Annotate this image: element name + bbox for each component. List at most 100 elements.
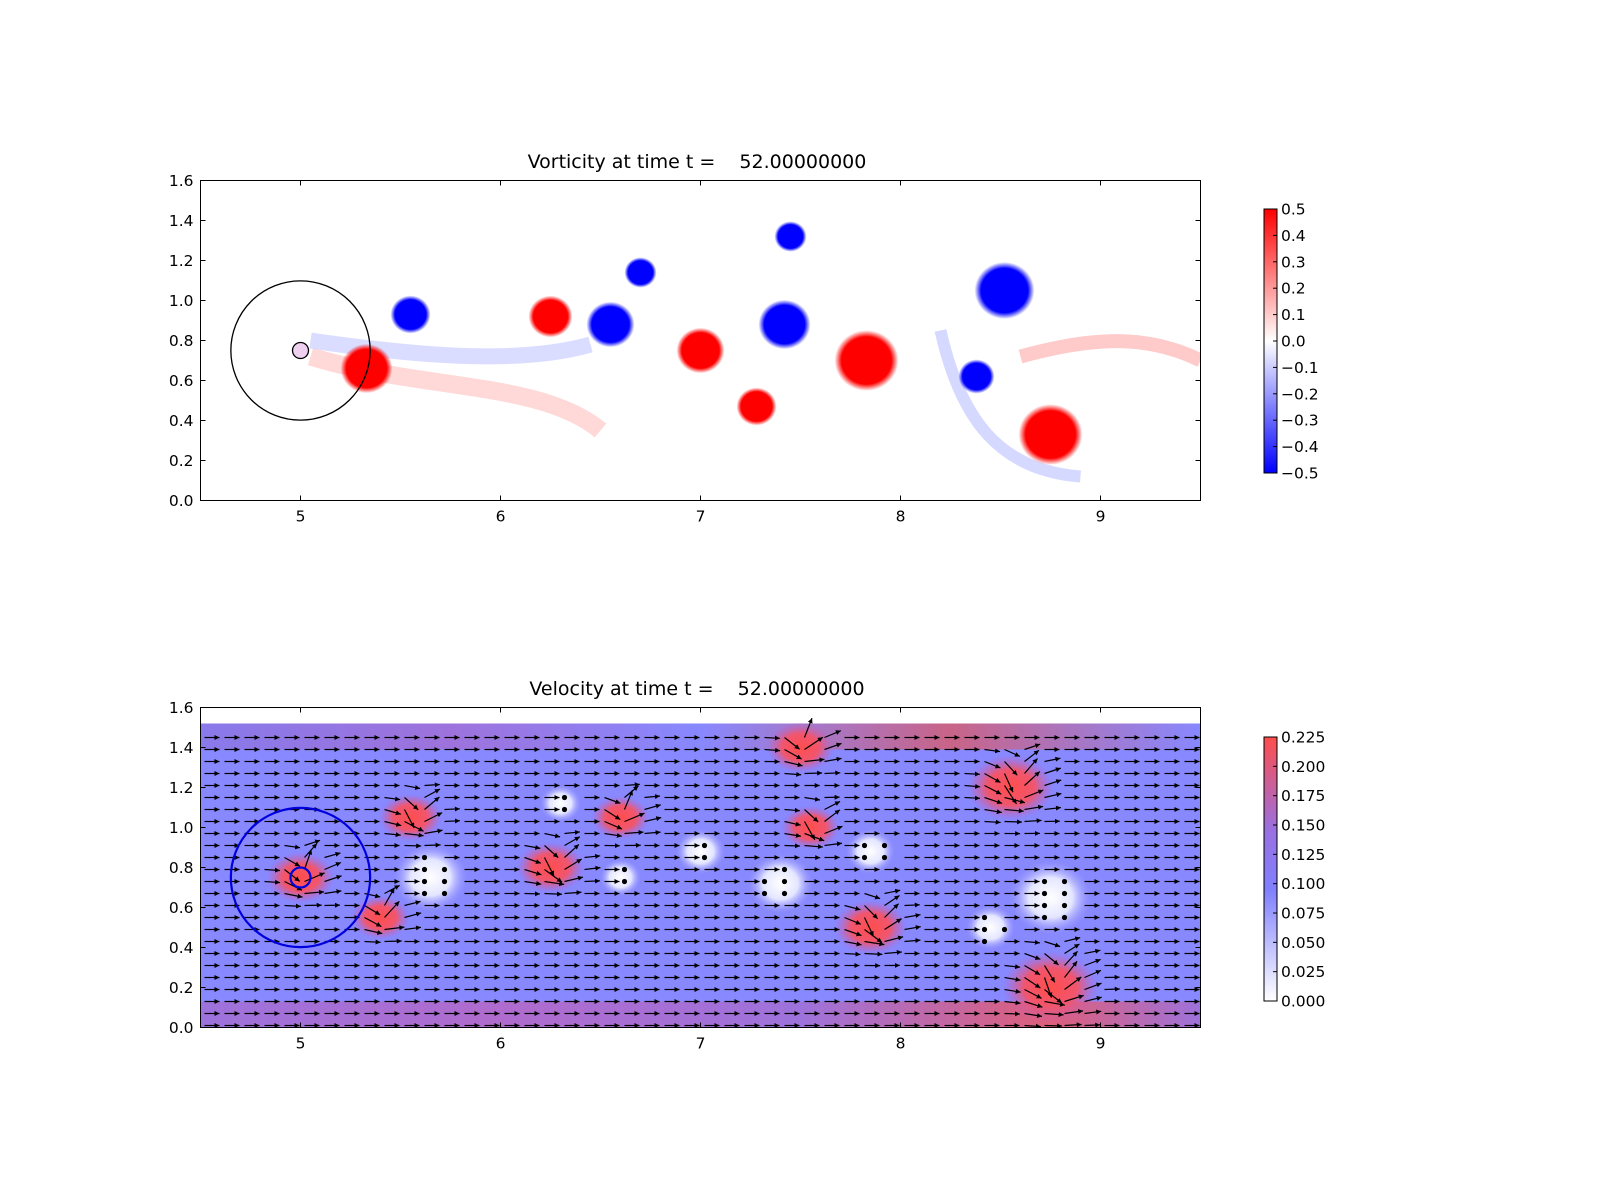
quiver-arrow	[364, 916, 382, 928]
colorbar-tick-label: 0.4	[1281, 227, 1306, 245]
quiver-dot	[1041, 878, 1048, 885]
quiver-arrow	[784, 771, 802, 777]
vortex-negative	[974, 262, 1035, 319]
quiver-arrow	[904, 938, 921, 944]
quiver-arrow	[384, 796, 401, 802]
y-tick-label: 1.2	[169, 779, 194, 797]
quiver-arrow	[1024, 804, 1044, 811]
quiver-dot	[1001, 926, 1008, 933]
quiver-arrow	[1064, 994, 1084, 1003]
quiver-arrow	[424, 782, 440, 788]
quiver-arrow	[584, 878, 601, 884]
quiver-arrow	[784, 807, 800, 813]
x-tick-label: 7	[696, 508, 706, 526]
quiver-arrow	[1024, 952, 1041, 960]
colorbar-tick-label: 0.025	[1281, 963, 1325, 981]
quiver-arrow	[984, 748, 1001, 754]
quiver-arrow	[864, 940, 885, 947]
quiver-dot	[981, 938, 988, 945]
quiver-arrow	[604, 796, 621, 804]
quiver-arrow	[1044, 1000, 1066, 1007]
quiver-arrow	[824, 809, 841, 822]
quiver-arrow	[803, 821, 816, 841]
quiver-arrow	[604, 832, 622, 838]
fast-flow-region	[591, 795, 650, 840]
cylinder	[291, 341, 310, 360]
quiver-arrow	[784, 832, 802, 838]
colorbar-tick-label: 0.150	[1281, 817, 1325, 835]
quiver-dot	[421, 890, 428, 897]
quiver-arrow	[1004, 988, 1021, 994]
fast-flow-region	[516, 842, 585, 893]
quiver-arrow	[864, 892, 881, 900]
quiver-arrow	[544, 880, 565, 887]
quiver-dot	[981, 914, 988, 921]
quiver-arrow	[624, 829, 644, 835]
quiver-arrow	[623, 789, 634, 810]
quiver-arrow	[364, 892, 381, 899]
quiver-arrow	[304, 839, 321, 847]
quiver-arrow	[544, 845, 559, 859]
quiver-arrow	[364, 928, 383, 935]
fast-flow-region	[266, 852, 335, 903]
quiver-arrow	[524, 844, 541, 850]
quiver-dot	[1061, 902, 1068, 909]
quiver-arrow	[824, 841, 843, 847]
quiver-dot	[561, 806, 568, 813]
quiver-arrow	[803, 717, 813, 738]
y-tick-label: 1.6	[169, 699, 194, 717]
quiver-arrow	[1004, 1011, 1020, 1017]
quiver-arrow	[824, 770, 841, 776]
quiver-arrow	[1044, 805, 1062, 811]
y-tick-label: 0.4	[169, 412, 194, 430]
fast-flow-region	[1002, 951, 1099, 1024]
y-tick-label: 0.6	[169, 372, 194, 390]
velocity-panel: Velocity at time t = 52.00000000 5 6 7 8 9 0.…	[169, 678, 1326, 1053]
quiver-arrow	[384, 832, 401, 838]
quiver-arrow	[1024, 818, 1042, 824]
quiver-arrow	[824, 756, 842, 763]
shear-layer-blue	[309, 332, 593, 365]
quiver-arrow	[264, 867, 280, 873]
y-tick-label: 0.0	[169, 492, 194, 510]
y-tick-label: 1.2	[169, 252, 194, 270]
x-tick-label: 6	[496, 1035, 506, 1053]
quiver-arrow	[384, 925, 405, 931]
colorbar-tick-label: −0.5	[1281, 465, 1319, 483]
fast-flow-region	[834, 900, 907, 955]
quiver-arrow	[1004, 964, 1021, 970]
vortex-positive	[1018, 404, 1083, 465]
colorbar-tick-label: 0.075	[1281, 905, 1325, 923]
quiver-arrow	[904, 902, 920, 908]
colorbar-tick-label: 0.225	[1281, 729, 1325, 747]
colorbar-tick-label: 0.175	[1281, 787, 1325, 805]
quiver-dot	[441, 890, 448, 897]
quiver-arrow	[304, 842, 318, 858]
quiver-arrow	[824, 800, 841, 811]
y-tick-label: 0.6	[169, 899, 194, 917]
quiver-dot	[1061, 914, 1068, 921]
quiver-arrow	[824, 742, 842, 751]
quiver-arrow	[624, 812, 645, 823]
quiver-arrow	[524, 856, 542, 864]
quiver-arrow	[784, 760, 803, 768]
quiver-dot	[781, 890, 788, 897]
quiver-arrow	[364, 939, 381, 945]
quiver-arrow	[1044, 792, 1062, 799]
vorticity-title: Vorticity at time t = 52.00000000	[528, 151, 867, 173]
quiver-arrow	[784, 843, 800, 849]
quiver-arrow	[984, 784, 1002, 795]
vorticity-panel: Vorticity at time t = 52.00000000 5 6 7 8 9 0…	[169, 151, 1319, 526]
quiver-arrow	[324, 875, 342, 883]
y-tick-label: 0.8	[169, 332, 194, 350]
quiver-arrow	[564, 890, 582, 896]
quiver-dot	[701, 842, 708, 849]
vortex-positive	[736, 387, 777, 426]
quiver-arrow	[404, 784, 421, 790]
velocity-colorbar: 0.225 0.200 0.175 0.150 0.125 0.100 0.075 0.050…	[1263, 729, 1325, 1011]
quiver-arrow	[1024, 939, 1040, 945]
domain-circle	[230, 280, 371, 421]
quiver-arrow	[644, 830, 661, 836]
quiver-arrow	[804, 770, 823, 776]
quiver-arrow	[564, 843, 580, 858]
